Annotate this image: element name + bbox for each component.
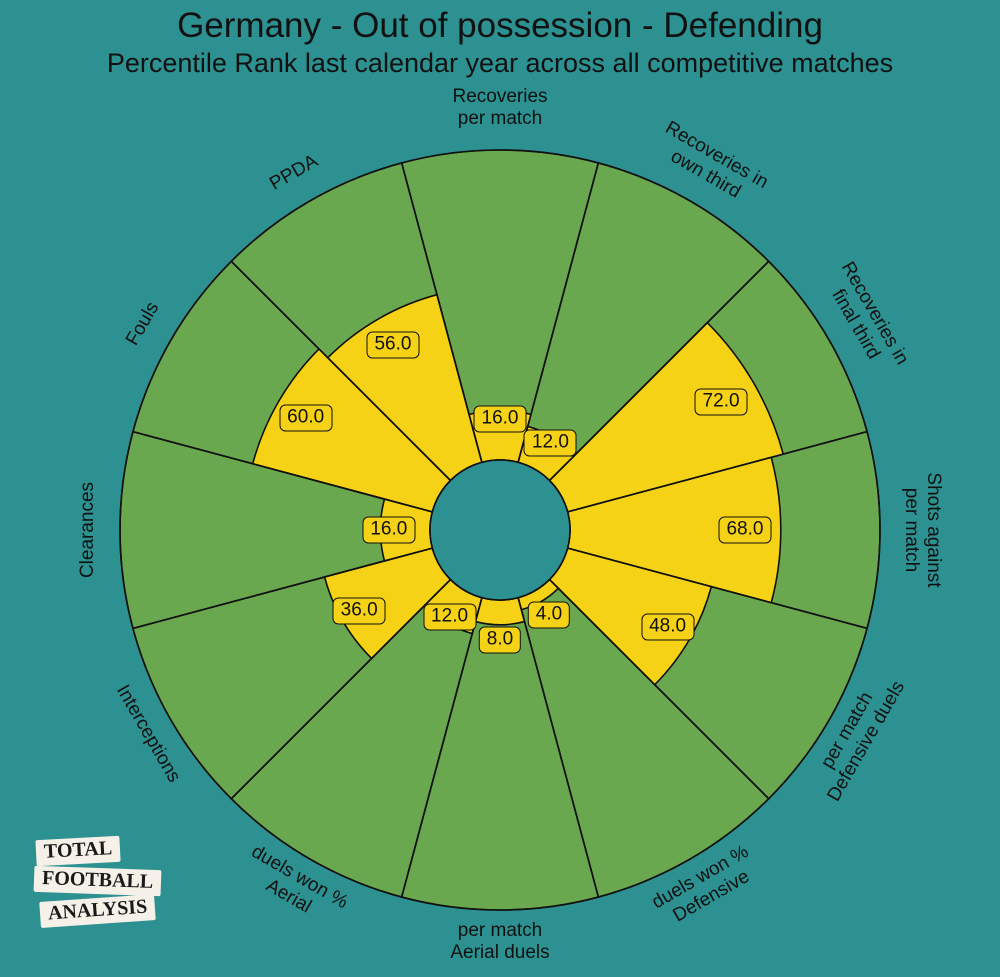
polar-chart: 16.012.072.068.048.04.08.012.036.016.060… (0, 0, 1000, 972)
value-label: 56.0 (366, 331, 419, 358)
category-label: Clearances (77, 482, 99, 578)
value-label: 4.0 (528, 601, 570, 628)
logo-line-2: FOOTBALL (34, 866, 162, 896)
category-label: per match Aerial duels (450, 920, 549, 964)
value-label: 12.0 (423, 604, 476, 631)
logo-line-3: ANALYSIS (39, 894, 156, 928)
category-label: Recoveries per match (452, 86, 547, 130)
value-label: 12.0 (524, 429, 577, 456)
brand-logo: TOTAL FOOTBALL ANALYSIS (34, 838, 164, 928)
value-label: 8.0 (479, 626, 521, 653)
value-label: 48.0 (641, 613, 694, 640)
value-label: 72.0 (695, 389, 748, 416)
polar-chart-svg (0, 0, 1000, 972)
category-label: Shots against per match (900, 472, 944, 587)
value-label: 16.0 (362, 517, 415, 544)
chart-sector-bar (475, 598, 524, 625)
value-label: 68.0 (718, 517, 771, 544)
value-label: 36.0 (333, 598, 386, 625)
value-label: 16.0 (474, 405, 527, 432)
logo-line-1: TOTAL (35, 836, 120, 866)
value-label: 60.0 (279, 404, 332, 431)
